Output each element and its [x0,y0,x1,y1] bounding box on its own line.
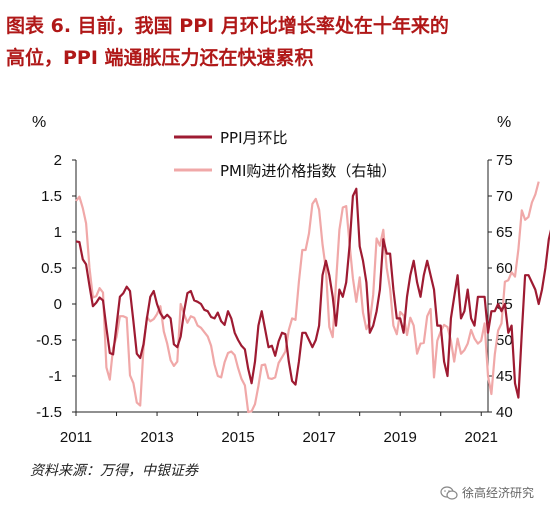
watermark: 徐高经济研究 [440,484,534,501]
page-title: 图表 6. 目前，我国 PPI 月环比增长率处在十年来的 高位，PPI 端通胀压… [6,10,546,74]
right-tick-label: 70 [496,188,513,205]
source-note: 资料来源：万得，中银证券 [30,463,198,479]
legend-label: PPI月环比 [220,129,288,147]
right-tick-label: 40 [496,404,513,421]
wechat-icon [440,485,458,500]
left-tick-label: -1 [49,368,62,385]
left-tick-label: 0 [54,296,62,313]
right-tick-label: 45 [496,368,513,385]
right-tick-label: 50 [496,332,513,349]
x-tick-label: 2017 [302,429,335,446]
right-tick-label: 65 [496,224,513,241]
x-tick-label: 2013 [140,429,173,446]
title-line-2: 高位，PPI 端通胀压力还在快速累积 [6,47,314,69]
left-tick-label: 1 [54,224,62,241]
left-tick-label: -1.5 [36,404,62,421]
title-line-1: 图表 6. 目前，我国 PPI 月环比增长率处在十年来的 [6,15,449,37]
left-tick-label: 2 [54,152,62,169]
right-axis-unit: % [497,114,512,131]
left-tick-label: 1.5 [41,188,62,205]
x-tick-label: 2021 [465,429,498,446]
legend-label: PMI购进价格指数（右轴） [220,162,396,180]
right-tick-label: 60 [496,260,513,277]
left-tick-label: -0.5 [36,332,62,349]
right-tick-label: 75 [496,152,513,169]
x-tick-label: 2019 [384,429,417,446]
series-line-pmi [75,181,540,414]
x-tick-label: 2011 [60,429,92,446]
x-tick-label: 2015 [221,429,254,446]
series-line-ppi [75,187,550,399]
watermark-label: 徐高经济研究 [461,486,534,500]
left-axis-unit: % [32,114,47,131]
left-tick-label: 0.5 [41,260,62,277]
